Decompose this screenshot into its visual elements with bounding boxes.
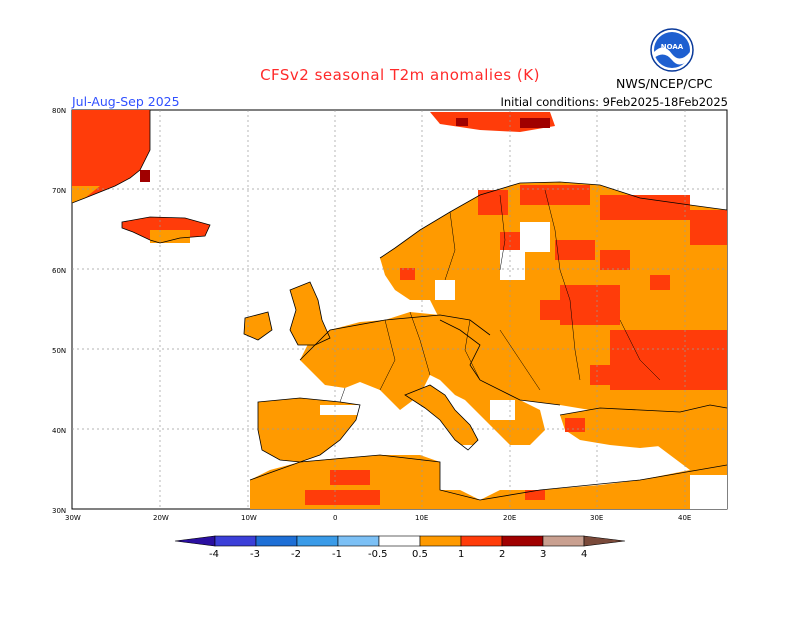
colorbar-cell-p2 xyxy=(501,535,544,547)
colorbar-cell-m2 xyxy=(296,535,339,547)
lon-label-10w: 10W xyxy=(241,514,257,522)
colorbar-label-m4: -4 xyxy=(209,549,219,560)
lat-label-40n: 40N xyxy=(52,427,66,435)
lat-label-30n: 30N xyxy=(52,507,66,515)
map-title: CFSv2 seasonal T2m anomalies (K) xyxy=(260,66,540,84)
noaa-logo-icon: NOAA xyxy=(650,28,694,72)
colorbar-label-p1: 1 xyxy=(458,549,464,560)
lon-axis-labels: 30W 20W 10W 0 10E 20E 30E 40E xyxy=(65,514,691,522)
strong-anomaly-patches xyxy=(305,185,727,505)
very-strong-anomaly-patches xyxy=(140,118,468,182)
colorbar-label-m1: -1 xyxy=(332,549,342,560)
colorbar-label-p05: 0.5 xyxy=(412,549,428,560)
colorbar-label-m05: -0.5 xyxy=(368,549,388,560)
agency-label: NWS/NCEP/CPC xyxy=(616,76,713,91)
lat-axis-labels: 30N 40N 50N 60N 70N 80N xyxy=(52,107,66,515)
lon-label-30w: 30W xyxy=(65,514,81,522)
initial-conditions-label: Initial conditions: 9Feb2025-18Feb2025 xyxy=(500,95,728,109)
lat-label-50n: 50N xyxy=(52,347,66,355)
season-label: Jul-Aug-Sep 2025 xyxy=(72,94,180,109)
lon-label-30e: 30E xyxy=(590,514,603,522)
coastlines xyxy=(72,110,727,501)
colorbar-label-p3: 3 xyxy=(540,549,546,560)
colorbar-cell-m4 xyxy=(214,535,257,547)
lat-label-60n: 60N xyxy=(52,267,66,275)
colorbar-cell-m1 xyxy=(337,535,380,547)
lat-label-80n: 80N xyxy=(52,107,66,115)
colorbar-label-p4: 4 xyxy=(581,549,587,560)
greenland-mild xyxy=(72,186,100,203)
gridlines xyxy=(72,110,727,509)
lon-label-20e: 20E xyxy=(503,514,516,522)
turkey-anomaly xyxy=(560,405,727,455)
western-europe-anomaly xyxy=(300,312,545,445)
colorbar-cell-p05 xyxy=(419,535,462,547)
colorbar-labels: -4 -3 -2 -1 -0.5 0.5 1 2 3 4 xyxy=(209,549,587,560)
colorbar-cell-m3 xyxy=(255,535,298,547)
greenland-anomaly xyxy=(72,110,150,203)
colorbar-label-m2: -2 xyxy=(291,549,301,560)
lat-label-70n: 70N xyxy=(52,187,66,195)
lon-label-40e: 40E xyxy=(678,514,691,522)
italy-anomaly xyxy=(405,385,478,450)
near-zero-areas xyxy=(320,222,727,509)
iceland-mild xyxy=(150,230,190,243)
colorbar-label-p2: 2 xyxy=(499,549,505,560)
lon-label-10e: 10E xyxy=(415,514,428,522)
lon-label-20w: 20W xyxy=(153,514,169,522)
svalbard-hot xyxy=(520,118,550,128)
britain-anomaly xyxy=(290,282,330,345)
colorbar-cell-zero xyxy=(378,535,421,547)
colorbar-cell-above-4 xyxy=(583,535,626,547)
colorbar-cell-p3 xyxy=(542,535,585,547)
colorbar xyxy=(174,535,626,547)
colorbar-cell-p1 xyxy=(460,535,503,547)
colorbar-cell-below-4 xyxy=(174,535,216,547)
ireland-anomaly xyxy=(244,312,272,340)
colorbar-label-m3: -3 xyxy=(250,549,260,560)
lon-label-0: 0 xyxy=(333,514,337,522)
country-borders xyxy=(339,189,661,403)
noaa-logo-text: NOAA xyxy=(661,43,684,51)
